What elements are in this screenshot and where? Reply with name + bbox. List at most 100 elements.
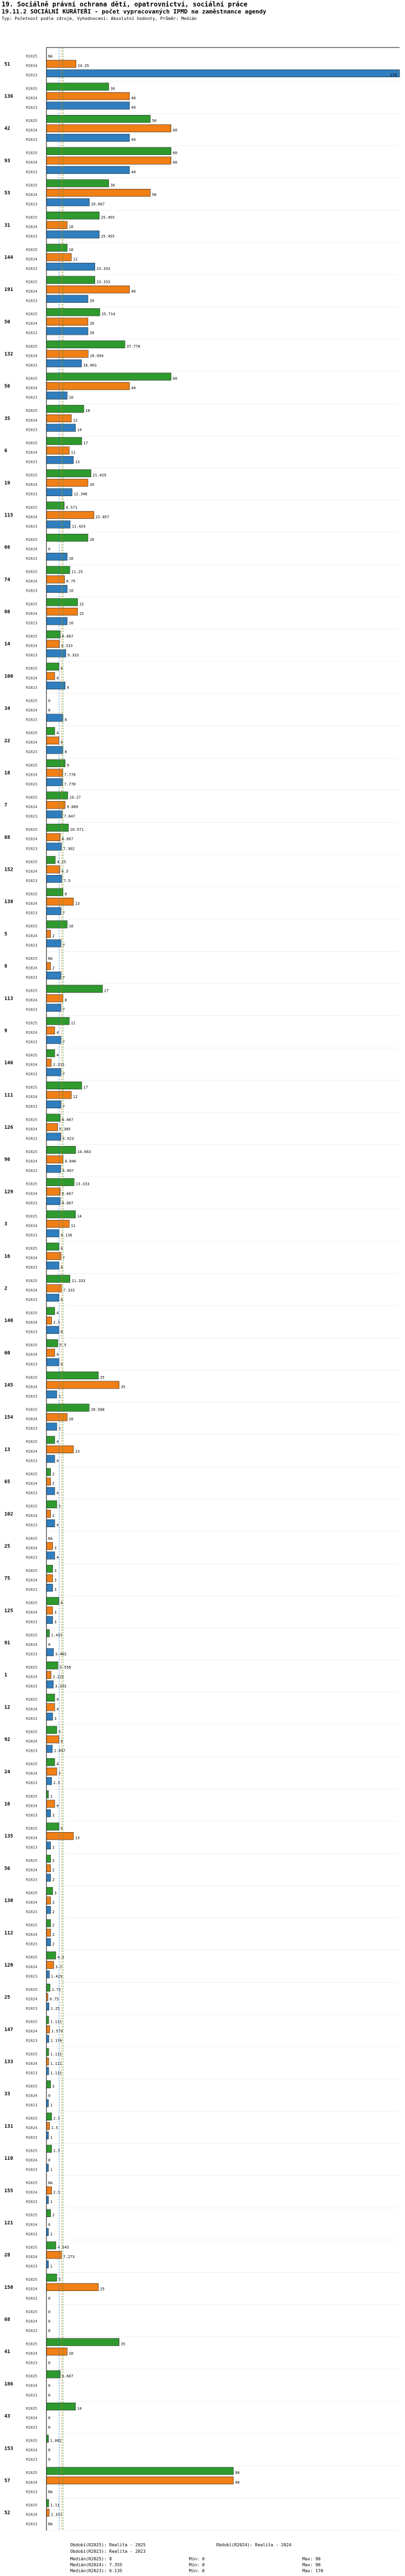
bar-group: 68 R2025 0 R2024 0 R2023 0 (4, 2310, 400, 2337)
series-label: R2023 (26, 1942, 37, 1947)
series-label: R2023 (26, 267, 37, 271)
series-label: R2025 (26, 248, 37, 252)
group-label: 130 (4, 1899, 13, 1904)
data-label: 10 (69, 1417, 73, 1421)
series-label: R2023 (26, 2265, 37, 2269)
series-label: R2023 (26, 170, 37, 174)
series-label: R2025 (26, 570, 37, 574)
group-label: 56 (4, 1866, 10, 1872)
series-label: R2023 (26, 557, 37, 561)
series-label: R2024 (26, 1031, 37, 1035)
bar (46, 446, 70, 455)
data-label: 8 (65, 998, 67, 1002)
bar-group: 43 R2025 14 R2024 0 R2023 0 (4, 2402, 400, 2434)
data-label: 3 (55, 1569, 57, 1573)
bar (46, 212, 100, 220)
data-label: 20 (90, 322, 94, 326)
data-label: 14.063 (77, 1150, 91, 1154)
data-label: 50 (152, 193, 156, 197)
data-label: 5 (58, 2277, 60, 2282)
series-label: R2023 (26, 1362, 37, 1366)
series-label: R2023 (26, 1072, 37, 1076)
series-label: R2024 (26, 2158, 37, 2163)
data-label: 40 (131, 386, 136, 390)
data-label: 9.333 (68, 653, 79, 657)
bar-group: 75 R2025 3 R2024 3 R2023 3 (4, 1564, 400, 1596)
data-label: 40 (131, 170, 136, 174)
bar-group: 25 R2025 1.75 R2024 0.75 R2023 1.25 (4, 1983, 400, 2015)
bar (46, 1662, 58, 1670)
bar (46, 1809, 51, 1818)
series-label: R2023 (26, 1298, 37, 1302)
series-label: R2023 (26, 2329, 37, 2333)
bar-group: 140 R2025 4 R2024 2.5 R2023 6 (4, 1307, 400, 1338)
series-label: R2023 (26, 943, 37, 947)
series-label: R2023 (26, 2296, 37, 2301)
group-label: 56 (4, 384, 10, 389)
bar-group: 18 R2025 9 R2024 7.778 R2023 7.778 (4, 759, 400, 791)
bar-group: 115 R2025 8.571 R2024 22.857 R2023 11.429 (4, 501, 400, 533)
group-label: 16 (4, 1802, 10, 1807)
bar-group: 125R20256R20243R20233 (4, 1597, 400, 1628)
bar (46, 810, 63, 818)
data-label: 20.667 (91, 202, 105, 206)
group-label: 145 (4, 1383, 13, 1388)
bar-group: 66 R2025 20 R2024 0 R2023 10 (4, 533, 400, 565)
group-label: 68 (4, 2317, 10, 2323)
bar (46, 1970, 50, 1978)
group-label: 135 (4, 1834, 13, 1839)
data-label: 8.75 (66, 579, 76, 584)
data-label: 25 (100, 2287, 104, 2292)
bar (46, 888, 64, 896)
data-label: 60 (173, 128, 177, 133)
data-label: 0 (48, 2094, 50, 2098)
bar (46, 1468, 51, 1476)
series-label: R2025 (26, 924, 37, 928)
bar-group: 7 R2025 10.27 R2024 9.009 R2023 7.647 (4, 791, 400, 823)
series-label: R2025 (26, 1633, 37, 1637)
data-label: 170 (390, 73, 397, 78)
data-label: 1.579 (51, 2029, 63, 2033)
series-label: R2024 (26, 869, 37, 873)
series-label: R2025 (26, 892, 37, 897)
data-label: 6.667 (62, 634, 73, 639)
data-label: 25.714 (102, 312, 115, 316)
median-r2024: Medián(R2024): 7.355 (70, 2563, 123, 2567)
group-label: 50 (4, 320, 10, 325)
bar-group: 113 R2025 27 R2024 8 R2023 7 (4, 985, 400, 1016)
series-label: R2025 (26, 1053, 37, 1057)
series-label: R2024 (26, 1997, 37, 2001)
bar (46, 1519, 55, 1528)
bar (46, 1693, 55, 1702)
series-label: R2024 (26, 2222, 37, 2227)
bar (46, 1864, 51, 1873)
bar (46, 147, 172, 155)
series-label: R2023 (26, 1427, 37, 1431)
data-label: 7.333 (63, 1288, 75, 1292)
data-label: 2.5 (53, 1781, 60, 1785)
group-label: 138 (4, 899, 13, 905)
bar (46, 907, 62, 915)
series-label: R2023 (26, 1910, 37, 1914)
series-label: R2023 (26, 363, 37, 368)
series-label: R2023 (26, 2522, 37, 2526)
bar (46, 1790, 49, 1799)
series-label: R2023 (26, 2136, 37, 2140)
data-label: 6.333 (61, 644, 72, 648)
bar (46, 1735, 59, 1744)
bar (46, 2338, 119, 2346)
group-label: 111 (4, 1093, 13, 1098)
bar (46, 801, 65, 809)
bar (46, 511, 94, 519)
bar (46, 1758, 55, 1766)
data-label: 1.111 (50, 2071, 62, 2075)
bar (46, 566, 70, 574)
bar (46, 972, 62, 980)
data-label: 4 (56, 1523, 58, 1528)
min-r2023: Min: 0 (189, 2568, 205, 2573)
bar (46, 2228, 49, 2236)
data-label: 1.455 (51, 1633, 63, 1637)
data-label: 8.571 (66, 505, 77, 510)
group-label: 147 (4, 2027, 13, 2032)
group-label: 35 (4, 416, 10, 422)
